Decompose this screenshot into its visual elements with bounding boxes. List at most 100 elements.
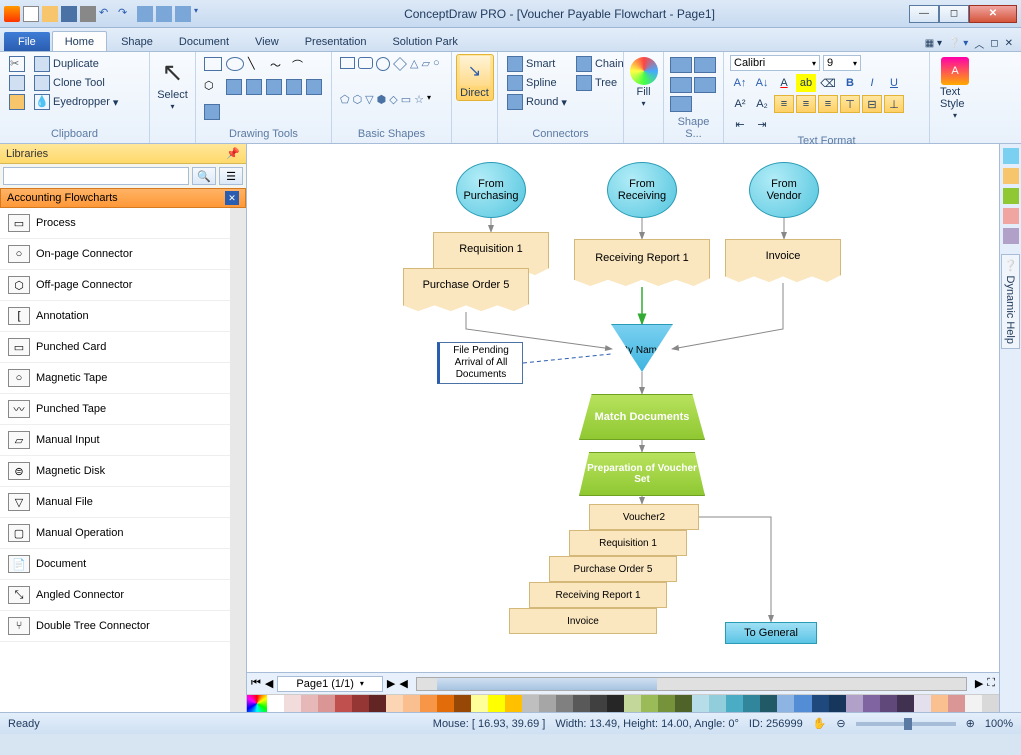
tree-connector[interactable]: Tree	[573, 74, 627, 92]
basic-s12[interactable]: ◇	[389, 93, 397, 106]
palette-swatch[interactable]	[420, 695, 437, 712]
nav-next[interactable]: ▶	[387, 677, 395, 690]
tool10[interactable]	[286, 79, 302, 95]
palette-swatch[interactable]	[386, 695, 403, 712]
clone-tool-button[interactable]: Clone Tool	[31, 74, 121, 92]
palette-swatch[interactable]	[675, 695, 692, 712]
zoom-out-icon[interactable]: ⊖	[836, 717, 845, 730]
tab-home[interactable]: Home	[52, 31, 107, 51]
palette-swatch[interactable]	[812, 695, 829, 712]
tab-presentation[interactable]: Presentation	[293, 32, 379, 51]
rect-tool[interactable]	[204, 57, 222, 71]
palette-swatch[interactable]	[301, 695, 318, 712]
library-options-button[interactable]: ☰	[219, 167, 243, 185]
sub-button[interactable]: A₂	[752, 95, 772, 113]
search-button[interactable]: 🔍	[192, 167, 216, 185]
tool12[interactable]	[204, 104, 220, 120]
flowchart-shape[interactable]: From Purchasing	[456, 162, 526, 218]
rs-icon1[interactable]	[1003, 148, 1019, 164]
palette-swatch[interactable]	[897, 695, 914, 712]
rs-icon3[interactable]	[1003, 188, 1019, 204]
palette-swatch[interactable]	[454, 695, 471, 712]
dynamic-help-tab[interactable]: ❔ Dynamic Help	[1001, 254, 1020, 349]
smart-connector[interactable]: Smart	[504, 55, 570, 73]
font-color[interactable]: A	[774, 74, 794, 92]
palette-swatch[interactable]	[505, 695, 522, 712]
cut-button[interactable]: ✂	[6, 55, 28, 73]
underline-button[interactable]: U	[884, 74, 904, 92]
basic-rect[interactable]	[340, 57, 355, 69]
select-button[interactable]: ↖ Select▾	[153, 55, 192, 113]
palette-swatch[interactable]	[624, 695, 641, 712]
palette-swatch[interactable]	[403, 695, 420, 712]
flowchart-shape[interactable]: Voucher2	[589, 504, 699, 530]
shape-fill[interactable]	[670, 77, 692, 93]
palette-swatch[interactable]	[692, 695, 709, 712]
palette-swatch[interactable]	[743, 695, 760, 712]
zoom-slider[interactable]	[856, 722, 956, 726]
highlight[interactable]: ab	[796, 74, 816, 92]
basic-s11[interactable]: ⬢	[377, 93, 387, 106]
tab-view[interactable]: View	[243, 32, 291, 51]
direct-connector-button[interactable]: ↘ Direct	[456, 54, 494, 101]
super-button[interactable]: A²	[730, 95, 750, 113]
line-style[interactable]	[670, 57, 692, 73]
library-item[interactable]: ⑂Double Tree Connector	[0, 611, 230, 642]
close-doc-icon[interactable]: ✕	[1005, 38, 1013, 49]
spline-connector[interactable]: Spline	[504, 74, 570, 92]
flowchart-shape[interactable]: Invoice	[725, 239, 841, 283]
paste-button[interactable]	[6, 93, 28, 111]
restore-window-icon[interactable]: ◻	[990, 38, 998, 49]
palette-swatch[interactable]	[641, 695, 658, 712]
decrease-font[interactable]: A↓	[752, 74, 772, 92]
library-item[interactable]: ○Magnetic Tape	[0, 363, 230, 394]
palette-swatch[interactable]	[880, 695, 897, 712]
flowchart-shape[interactable]: To General	[725, 622, 817, 644]
basic-rrect[interactable]	[358, 57, 373, 69]
chain-connector[interactable]: Chain	[573, 55, 627, 73]
palette-swatch[interactable]	[948, 695, 965, 712]
basic-s10[interactable]: ▽	[365, 93, 373, 106]
tab-shape[interactable]: Shape	[109, 32, 165, 51]
qat-icon2[interactable]	[156, 6, 172, 22]
maximize-button[interactable]: ◻	[939, 5, 969, 23]
close-button[interactable]: ✕	[969, 5, 1017, 23]
flowchart-shape[interactable]: By Name	[611, 324, 673, 372]
nav-prev[interactable]: ◀	[265, 677, 273, 690]
library-item[interactable]: ▭Punched Card	[0, 332, 230, 363]
library-scrollbar[interactable]	[230, 208, 246, 712]
qat-icon[interactable]	[137, 6, 153, 22]
arc-tool[interactable]: ⌒	[292, 57, 310, 71]
basic-s9[interactable]: ⬡	[353, 93, 363, 106]
palette-swatch[interactable]	[658, 695, 675, 712]
print-icon[interactable]	[80, 6, 96, 22]
copy-button[interactable]	[6, 74, 28, 92]
font-size-selector[interactable]: 9▾	[823, 55, 861, 71]
increase-font[interactable]: A↑	[730, 74, 750, 92]
library-search-input[interactable]	[3, 167, 189, 185]
fit-icon[interactable]: ⛶	[987, 677, 995, 690]
palette-swatch[interactable]	[965, 695, 982, 712]
rs-icon2[interactable]	[1003, 168, 1019, 184]
basic-s8[interactable]: ⬠	[340, 93, 350, 106]
palette-swatch[interactable]	[556, 695, 573, 712]
pin-icon[interactable]: 📌	[226, 147, 240, 160]
palette-swatch[interactable]	[794, 695, 811, 712]
basic-s14[interactable]: ☆	[414, 93, 424, 106]
palette-swatch[interactable]	[709, 695, 726, 712]
grid-icon[interactable]	[175, 6, 191, 22]
flowchart-shape[interactable]: Requisition 1	[569, 530, 687, 556]
tool8[interactable]	[246, 79, 262, 95]
align-right[interactable]: ≡	[818, 95, 838, 113]
flowchart-shape[interactable]: Purchase Order 5	[403, 268, 529, 312]
font-selector[interactable]: Calibri▾	[730, 55, 820, 71]
open-icon[interactable]	[42, 6, 58, 22]
tab-solution-park[interactable]: Solution Park	[380, 32, 469, 51]
palette-swatch[interactable]	[284, 695, 301, 712]
palette-swatch[interactable]	[437, 695, 454, 712]
status-hand-icon[interactable]: ✋	[813, 717, 827, 730]
nav-add[interactable]: ◀	[399, 677, 407, 690]
palette-swatch[interactable]	[607, 695, 624, 712]
flowchart-shape[interactable]: Purchase Order 5	[549, 556, 677, 582]
library-item[interactable]: ⊜Magnetic Disk	[0, 456, 230, 487]
